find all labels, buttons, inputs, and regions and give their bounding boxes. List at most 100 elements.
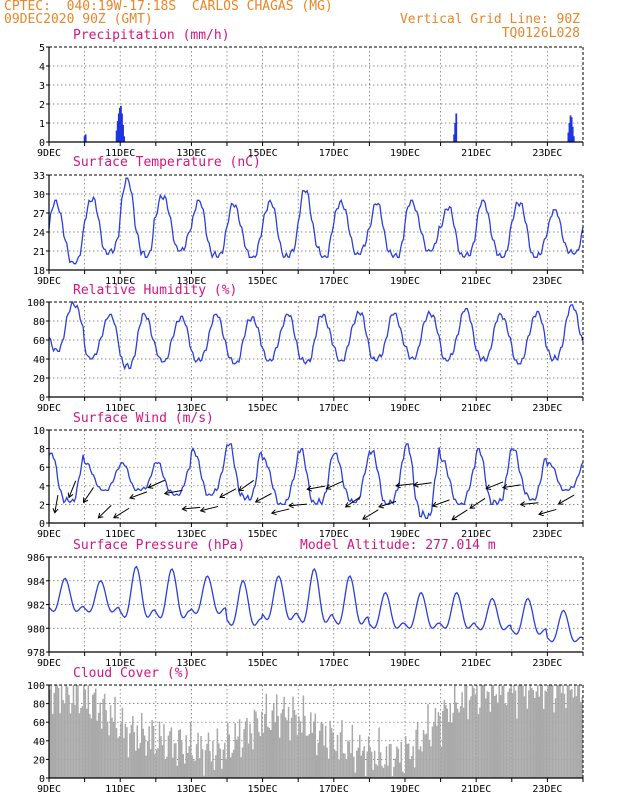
cloud-bar xyxy=(537,685,539,778)
precip-xtick-label: 9DEC xyxy=(37,148,61,159)
cloud-bar xyxy=(388,744,391,778)
cloud-bar xyxy=(384,764,386,778)
precip-bar xyxy=(568,123,571,142)
cloud-bar xyxy=(197,732,199,778)
cloud-bar xyxy=(508,688,511,778)
cloud-bar xyxy=(577,685,579,778)
temperature-ytick-label: 30 xyxy=(33,190,45,201)
cloud-bar xyxy=(268,727,271,778)
header-run-id: TQ0126L028 xyxy=(501,26,580,41)
cloud-bar xyxy=(272,704,275,778)
cloud-bar xyxy=(459,706,462,778)
cloud-bar xyxy=(437,712,440,778)
cloud-bar xyxy=(360,755,362,778)
cloud-bar xyxy=(471,685,474,778)
cloud-bar xyxy=(419,746,422,778)
wind-xtick-label: 13DEC xyxy=(176,529,206,540)
cloud-bar xyxy=(124,723,127,778)
cloud-bar xyxy=(53,692,55,778)
cloud-bar xyxy=(474,694,477,778)
cloud-bar xyxy=(422,729,425,778)
cloud-bar xyxy=(146,741,149,778)
cloud-bar xyxy=(443,700,446,778)
precip-bar xyxy=(122,124,124,142)
cloud-bar xyxy=(158,721,161,778)
cloud-bar xyxy=(120,723,122,778)
pressure-xtick-label: 13DEC xyxy=(176,658,206,669)
cloud-bar xyxy=(499,695,502,778)
header-grid-note: Vertical Grid Line: 90Z xyxy=(399,12,580,27)
wind-arrow-head xyxy=(325,484,332,490)
wind-arrow xyxy=(395,483,414,487)
cloud-bar xyxy=(267,726,269,778)
pressure-xtick-label: 11DEC xyxy=(105,658,135,669)
header-station: CPTEC: 040:19W-17:18S CARLOS CHAGAS (MG) xyxy=(4,0,333,14)
cloud-bar xyxy=(127,757,130,778)
cloud-bar xyxy=(241,747,244,778)
cloud-bar xyxy=(402,771,404,778)
cloud-bar xyxy=(60,685,63,778)
wind-arrow-head xyxy=(485,484,492,490)
temperature-xtick-label: 13DEC xyxy=(176,276,206,287)
wind-arrow xyxy=(502,484,521,489)
cloud-ytick-label: 0 xyxy=(39,774,45,785)
cloud-bar xyxy=(338,759,340,778)
pressure-ytick-label: 980 xyxy=(27,624,45,635)
cloud-bar xyxy=(560,692,563,778)
cloud-bar xyxy=(59,713,61,778)
wind-xtick-label: 17DEC xyxy=(319,529,349,540)
cloud-bar xyxy=(379,752,382,778)
cloud-bar xyxy=(183,763,186,778)
cloud-bar xyxy=(465,685,468,778)
cloud-bar xyxy=(262,732,265,778)
temperature-xtick-label: 11DEC xyxy=(105,276,135,287)
cloud-bar xyxy=(121,707,124,778)
cloud-bar xyxy=(539,685,542,778)
cloud-bar xyxy=(525,685,527,778)
cloud-bar xyxy=(185,735,187,778)
cloud-bar xyxy=(324,725,327,778)
cloud-bar xyxy=(228,734,230,778)
cloud-bar xyxy=(394,758,397,778)
pressure-xtick-label: 17DEC xyxy=(319,658,349,669)
precip-xtick-label: 13DEC xyxy=(176,148,206,159)
cloud-bar xyxy=(526,708,529,778)
humidity-ytick-label: 0 xyxy=(39,393,45,404)
cloud-bar xyxy=(311,732,314,778)
cloud-bar xyxy=(252,749,254,778)
cloud-bar xyxy=(232,749,235,778)
cloud-bar xyxy=(436,725,438,778)
cloud-bar xyxy=(363,746,365,778)
cloud-bar xyxy=(578,685,581,778)
cloud-bar xyxy=(77,685,79,778)
cloud-bar xyxy=(237,736,239,778)
cloud-bar xyxy=(275,694,278,778)
wind-arrow xyxy=(520,502,539,506)
pressure-xtick-label: 23DEC xyxy=(532,658,562,669)
cloud-bar xyxy=(562,685,564,778)
wind-arrow-head xyxy=(451,514,458,521)
cloud-ytick-label: 100 xyxy=(27,681,45,692)
cloud-bar xyxy=(514,690,517,778)
cloud-bar xyxy=(281,709,284,778)
cloud-bar xyxy=(412,746,414,778)
cloud-bar xyxy=(200,736,202,778)
precip-bar xyxy=(571,126,574,142)
pressure-ytick-label: 982 xyxy=(27,601,45,612)
cloud-bar xyxy=(106,721,109,778)
cloud-bar xyxy=(80,707,82,778)
cloud-bar xyxy=(452,712,454,778)
cloud-bar xyxy=(204,750,207,778)
cloud-bar xyxy=(574,685,576,778)
cloud-bar xyxy=(115,728,118,778)
cloud-bar xyxy=(335,751,337,778)
temperature-xtick-label: 17DEC xyxy=(319,276,349,287)
wind-arrow-head xyxy=(199,506,206,513)
cloud-bar xyxy=(504,703,506,778)
cloud-bar xyxy=(114,696,116,778)
cloud-bar xyxy=(370,751,373,778)
cloud-xtick-label: 13DEC xyxy=(176,784,206,795)
cloud-xtick-label: 21DEC xyxy=(461,784,491,795)
cloud-bar xyxy=(424,734,426,778)
